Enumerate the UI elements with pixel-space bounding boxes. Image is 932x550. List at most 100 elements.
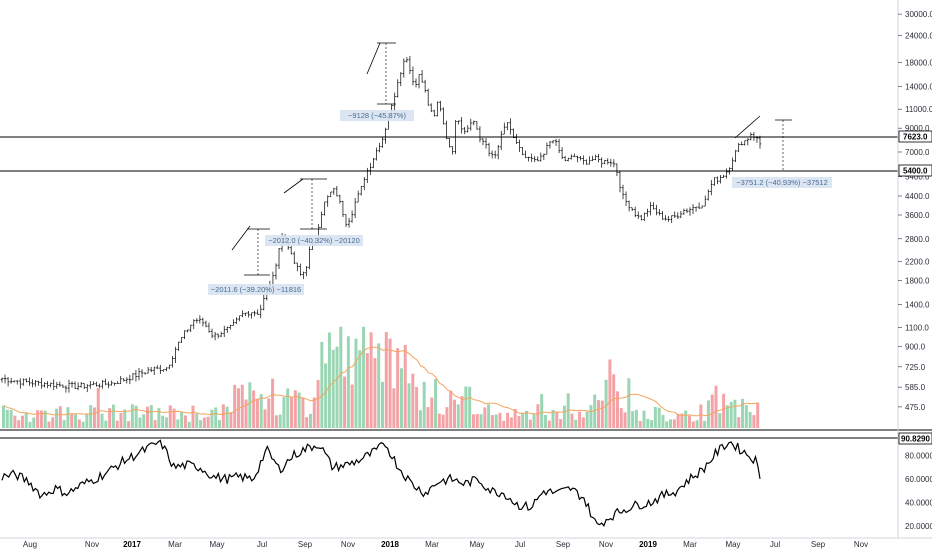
volume-bar	[506, 412, 510, 428]
volume-bar	[77, 419, 81, 428]
volume-bar	[362, 326, 366, 428]
time-tick-label: Mar	[683, 540, 697, 549]
time-tick-label: Nov	[341, 540, 355, 549]
measure-label-2017-dec[interactable]: −9128 (−45.87%)	[340, 110, 414, 121]
drawing-tools[interactable]	[231, 42, 792, 276]
price-tick-label: 4400.0	[905, 192, 930, 201]
volume-bar	[570, 413, 574, 428]
volume-bar	[346, 336, 350, 428]
volume-bar	[263, 409, 267, 428]
rsi-tick-label: 20.0000	[905, 522, 932, 531]
volume-bar	[585, 411, 589, 428]
volume-bar	[604, 379, 608, 428]
measure-label-2017-jul[interactable]: −2011.6 (−39.20%) −11816	[208, 284, 304, 295]
volume-bar	[517, 416, 521, 428]
volume-bar	[483, 407, 487, 428]
volume-bar	[58, 406, 62, 428]
volume-bar	[669, 419, 673, 428]
volume-bar	[282, 397, 286, 428]
volume-bar	[509, 417, 513, 428]
volume-bar	[47, 421, 51, 428]
volume-bar	[55, 408, 59, 428]
volume-bar	[691, 421, 695, 428]
volume-bar	[695, 420, 699, 428]
measure-label-2019[interactable]: −3751.2 (−40.93%) −37512	[732, 177, 832, 188]
price-tick-label: 1800.0	[905, 277, 930, 286]
volume-bar	[9, 409, 13, 428]
volume-bar	[445, 407, 449, 428]
volume-bar	[381, 381, 384, 428]
volume-bar	[388, 338, 392, 428]
volume-bar	[123, 409, 127, 428]
volume-bar	[562, 405, 566, 428]
volume-bar	[487, 404, 491, 428]
volume-bar	[206, 416, 210, 428]
volume-bar	[471, 414, 475, 428]
volume-bar	[180, 412, 184, 428]
volume-bar	[521, 413, 525, 428]
price-axis[interactable]: 30000.0 24000.0 18000.0 14000.0 11000.0 9000.…	[898, 10, 932, 412]
volume-bar	[214, 407, 218, 428]
volume-bar	[615, 391, 619, 428]
volume-bar	[335, 346, 339, 428]
volume-bar	[153, 420, 157, 428]
volume-bar	[396, 348, 400, 428]
time-tick-label: Mar	[168, 540, 182, 549]
volume-bar	[96, 387, 100, 428]
volume-bar	[187, 421, 191, 428]
volume-bar	[225, 406, 229, 428]
volume-bar	[729, 401, 733, 428]
time-tick-label: Nov	[854, 540, 868, 549]
time-tick-label: Nov	[599, 540, 613, 549]
volume-bar	[32, 417, 36, 428]
time-tick-label: Sep	[298, 540, 313, 549]
time-tick-label: Nov	[85, 540, 99, 549]
volume-bar	[286, 388, 290, 428]
rsi-last-label: 90.8290	[898, 432, 932, 445]
volume-bar	[202, 417, 206, 428]
time-tick-label: May	[209, 540, 224, 549]
price-tick-label: 3600.0	[905, 211, 930, 220]
volume-bar	[218, 420, 222, 428]
volume-bar	[710, 394, 714, 428]
volume-bar	[551, 409, 555, 428]
time-tick-label: May	[469, 540, 484, 549]
volume-bar	[437, 413, 441, 428]
volume-bar	[718, 413, 722, 428]
rsi-line[interactable]	[1, 439, 761, 527]
price-tick-label: 725.0	[905, 363, 926, 372]
volume-bar	[301, 398, 305, 428]
volume-bar	[176, 419, 180, 428]
volume-bar	[468, 386, 472, 428]
volume-bar	[733, 399, 737, 428]
volume-bar	[92, 407, 96, 428]
trendline-2017-dec	[366, 42, 381, 75]
volume-bar	[403, 344, 407, 428]
volume-bar	[699, 404, 703, 428]
volume-bar	[327, 332, 331, 428]
volume-bar	[392, 388, 396, 428]
volume-bar	[369, 332, 373, 428]
price-tick-label: 11000.0	[905, 105, 932, 114]
volume-bar	[13, 415, 17, 428]
volume-bar	[365, 353, 369, 428]
volume-bar	[422, 381, 426, 428]
volume-bar	[722, 393, 726, 428]
svg-text:5400.0: 5400.0	[903, 167, 928, 176]
volume-bar	[581, 417, 585, 428]
time-axis[interactable]: Aug Nov 2017 Mar May Jul Sep Nov 2018 Mar May Jul Se…	[23, 540, 868, 549]
measure-label-2017-sep[interactable]: −2012.0 (−40.32%) −20120	[265, 235, 363, 246]
rsi-axis[interactable]: 80.0000 60.0000 40.0000 20.0000	[905, 452, 932, 532]
volume-bar	[74, 414, 77, 428]
price-tick-label: 1100.0	[905, 323, 929, 332]
volume-bar	[290, 397, 294, 428]
volume-bar	[725, 405, 729, 428]
price-tick-label: 14000.0	[905, 82, 932, 91]
price-tick-label: 1400.0	[905, 300, 930, 309]
volume-bar	[2, 405, 5, 428]
volume-bar	[278, 414, 282, 428]
volume-bar	[555, 411, 559, 428]
price-tick-label: 24000.0	[905, 31, 932, 40]
